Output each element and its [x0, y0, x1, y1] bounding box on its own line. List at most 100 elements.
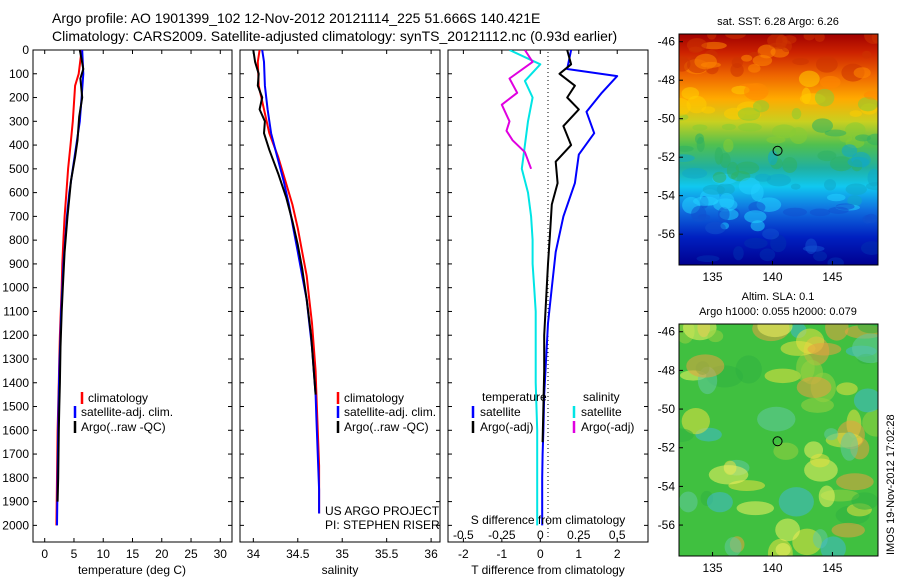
- argo-float-marker: [772, 436, 783, 447]
- sst-texture-blob: [815, 56, 838, 73]
- sst-texture-blob: [826, 193, 846, 202]
- profile-line: [252, 50, 317, 395]
- depth-tick-label: 1400: [2, 376, 29, 390]
- salinity-profile-lines: [252, 50, 321, 514]
- legend-label-climatology: climatology: [88, 391, 148, 405]
- sst-texture-blob: [738, 122, 762, 132]
- difference-legend: temperature salinity satellite Argo(-adj…: [471, 390, 634, 434]
- sla-texture-blob: [764, 368, 802, 384]
- sst-texture-blob: [714, 147, 724, 165]
- sst-texture-blob: [733, 246, 744, 261]
- sla-texture-blob: [851, 492, 878, 510]
- sla-texture-blob: [773, 442, 799, 460]
- salinity-axis-label: salinity: [322, 563, 359, 577]
- salinity-tick-label: 34.5: [286, 547, 310, 561]
- sst-texture-blob: [692, 124, 708, 131]
- sst-texture-blob: [706, 34, 717, 40]
- t-difference-tick-label: 0: [537, 547, 544, 561]
- sst-texture-blob: [782, 157, 798, 173]
- lat-tick-label: -46: [658, 35, 676, 49]
- sst-texture-blob: [744, 210, 767, 224]
- lat-tick-label: -54: [658, 479, 676, 493]
- salinity-plot-frame: [239, 49, 441, 543]
- difference-depth-ticks: [448, 49, 648, 526]
- depth-tick-label: 1600: [2, 423, 29, 437]
- sst-texture-blob: [726, 161, 739, 180]
- legend-label-temperature-argo: Argo(-adj): [480, 420, 533, 434]
- sst-map-frame: [678, 33, 879, 266]
- sst-map-title: sat. SST: 6.28 Argo: 6.26: [717, 16, 839, 28]
- depth-tick-label: 400: [9, 138, 29, 152]
- sst-texture-blob: [767, 34, 788, 48]
- sla-texture-blob: [831, 522, 865, 538]
- temperature-tick-label: 15: [126, 547, 140, 561]
- legend-label-argo: Argo(..raw -QC): [81, 420, 166, 434]
- sst-texture-blob: [737, 107, 761, 121]
- sst-texture-blob: [691, 206, 707, 222]
- sst-texture-blob: [705, 221, 726, 235]
- lon-tick-label: 140: [762, 270, 782, 284]
- sla-map-title: Altim. SLA: 0.1: [742, 291, 815, 303]
- sla-map-axes: 135 140 145 -46 -48 -50 -52 -54 -56: [658, 325, 843, 575]
- sla-map-frame: [678, 323, 879, 557]
- salinity-tick-label: 35.5: [375, 547, 399, 561]
- legend-label-temperature-satellite: satellite: [480, 405, 521, 419]
- lon-tick-label: 145: [822, 270, 842, 284]
- sla-texture-blob: [840, 432, 859, 461]
- lat-tick-label: -56: [658, 227, 676, 241]
- lat-tick-label: -52: [658, 150, 676, 164]
- sst-texture-blob: [735, 161, 760, 175]
- sst-texture-blob: [829, 156, 853, 172]
- sst-texture-blob: [863, 90, 878, 100]
- sst-texture-blob: [752, 100, 770, 113]
- depth-tick-label: 1700: [2, 447, 29, 461]
- lat-tick-label: -48: [658, 73, 676, 87]
- lat-tick-label: -54: [658, 189, 676, 203]
- depth-axis: 0 100 200 300 400 500 600 700 800 900 1000 1100 1200…: [2, 43, 232, 532]
- salinity-legend: climatology satellite-adj. clim. Argo(..…: [336, 391, 436, 434]
- sst-texture-blob: [757, 44, 776, 59]
- sst-texture-blob: [861, 50, 872, 59]
- sst-texture-blob: [686, 95, 707, 114]
- legend-label-salinity-argo: Argo(-adj): [581, 420, 634, 434]
- depth-tick-label: 1000: [2, 281, 29, 295]
- sst-texture-blob: [755, 173, 772, 182]
- depth-tick-label: 1500: [2, 400, 29, 414]
- temperature-tick-label: 5: [71, 547, 78, 561]
- depth-tick-label: 1100: [3, 304, 29, 318]
- lat-tick-label: -50: [658, 112, 676, 126]
- sst-map-panel: sat. SST: 6.28 Argo: 6.26 135 140 145 -46 -4…: [658, 16, 879, 284]
- sst-texture-blob: [712, 171, 727, 183]
- depth-tick-label: 200: [9, 91, 29, 105]
- sst-texture-blob: [814, 88, 835, 107]
- depth-tick-label: 1200: [2, 328, 29, 342]
- s-difference-tick-label: -0.5: [453, 528, 474, 542]
- legend-title-salinity: salinity: [583, 390, 620, 404]
- temperature-x-axis: 0 5 10 15 20 25 30: [41, 50, 227, 561]
- sla-texture-blob: [708, 465, 749, 485]
- sst-texture-blob: [723, 138, 734, 153]
- temperature-profile-lines: [55, 50, 85, 526]
- sst-texture-blob: [865, 213, 878, 224]
- sst-texture-blob: [819, 75, 841, 89]
- legend-title-temperature: temperature: [482, 390, 547, 404]
- sst-texture-blob: [767, 150, 778, 166]
- depth-tick-label: 1300: [2, 352, 29, 366]
- sst-map-axes: 135 140 145 -46 -48 -50 -52 -54 -56: [658, 35, 843, 284]
- sst-texture-blob: [730, 63, 744, 77]
- sla-texture-blob: [853, 388, 878, 413]
- temperature-tick-label: 0: [41, 547, 48, 561]
- sla-texture-blob: [736, 501, 774, 516]
- profile-line: [541, 50, 619, 526]
- sst-texture-blob: [696, 255, 720, 263]
- sla-texture-blob: [836, 382, 858, 396]
- sst-texture-blob: [803, 34, 815, 41]
- sst-texture-blob: [824, 179, 837, 191]
- sla-texture-blob: [857, 324, 878, 334]
- depth-tick-label: 2000: [2, 518, 29, 532]
- sst-texture-blob: [782, 207, 808, 217]
- sla-texture-blob: [780, 341, 816, 356]
- depth-tick-label: 800: [9, 233, 29, 247]
- argo-float-marker: [772, 145, 783, 156]
- depth-tick-label: 700: [9, 209, 29, 223]
